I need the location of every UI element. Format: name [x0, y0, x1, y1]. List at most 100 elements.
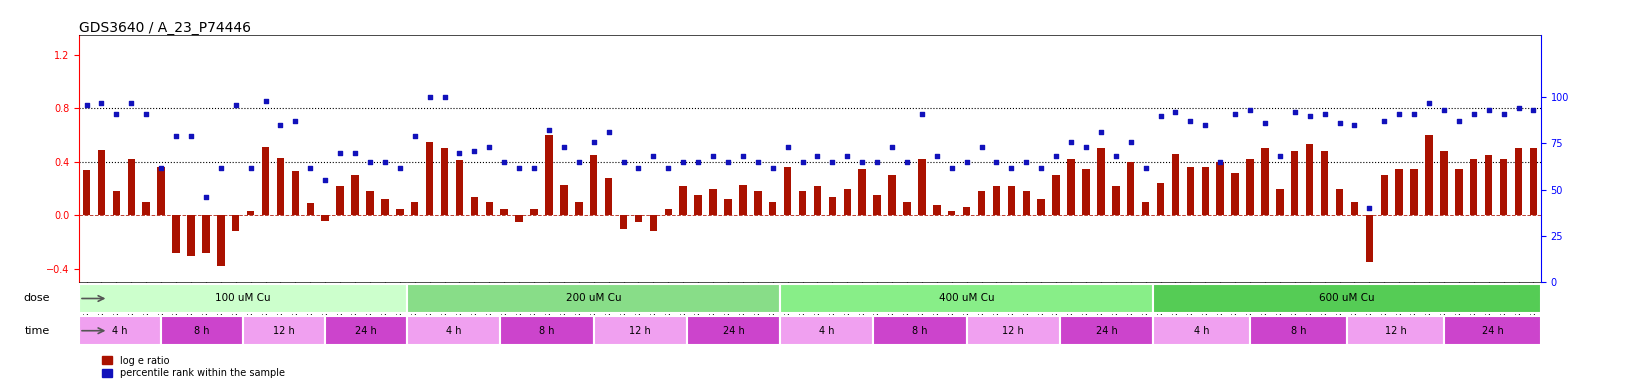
Bar — [1444, 316, 1541, 345]
Bar — [381, 199, 389, 215]
Point — [1460, 111, 1486, 117]
Text: 4 h: 4 h — [112, 326, 129, 336]
Point — [193, 194, 219, 200]
Point — [1252, 120, 1279, 126]
Point — [730, 153, 756, 159]
Point — [536, 127, 562, 134]
Bar — [560, 185, 567, 215]
Text: 100 uM Cu: 100 uM Cu — [216, 293, 270, 303]
Point — [1221, 111, 1248, 117]
Bar — [1290, 151, 1299, 215]
Bar — [1500, 159, 1508, 215]
Bar — [977, 191, 986, 215]
Point — [476, 144, 503, 150]
Point — [311, 177, 338, 184]
Bar — [1083, 169, 1089, 215]
Text: 12 h: 12 h — [630, 326, 651, 336]
Bar — [1251, 316, 1346, 345]
Point — [402, 133, 428, 139]
Point — [506, 164, 532, 170]
Text: 200 uM Cu: 200 uM Cu — [565, 293, 621, 303]
Point — [148, 164, 175, 170]
Point — [686, 159, 712, 165]
Point — [1386, 111, 1412, 117]
Text: dose: dose — [23, 293, 49, 303]
Bar — [531, 209, 537, 215]
Bar — [1351, 202, 1358, 215]
Point — [1103, 153, 1129, 159]
Point — [74, 101, 101, 108]
Point — [372, 159, 399, 165]
Bar — [873, 316, 967, 345]
Point — [1356, 205, 1383, 211]
Point — [326, 150, 353, 156]
Text: 12 h: 12 h — [1384, 326, 1406, 336]
Point — [1058, 139, 1084, 145]
Bar — [740, 185, 747, 215]
Bar — [486, 202, 493, 215]
Point — [610, 159, 636, 165]
Bar — [664, 209, 672, 215]
Point — [521, 164, 547, 170]
Bar — [162, 316, 244, 345]
Point — [297, 164, 323, 170]
Bar — [82, 170, 91, 215]
Point — [1117, 139, 1144, 145]
Point — [864, 159, 890, 165]
Bar — [501, 316, 593, 345]
Text: 8 h: 8 h — [539, 326, 555, 336]
Point — [1088, 129, 1114, 136]
Point — [1043, 153, 1070, 159]
Point — [178, 133, 204, 139]
Point — [1282, 109, 1309, 115]
Bar — [948, 211, 956, 215]
Point — [267, 122, 293, 128]
Text: 24 h: 24 h — [1482, 326, 1503, 336]
Bar — [1157, 183, 1163, 215]
Point — [356, 159, 382, 165]
Bar — [1246, 159, 1254, 215]
Bar — [1231, 172, 1239, 215]
Bar — [1068, 159, 1074, 215]
Bar — [1127, 162, 1134, 215]
Bar — [79, 316, 162, 345]
Point — [222, 101, 249, 108]
Point — [789, 159, 816, 165]
Point — [700, 153, 727, 159]
Bar — [516, 215, 522, 222]
Bar — [232, 215, 239, 232]
Bar — [1038, 199, 1045, 215]
Bar — [1022, 191, 1030, 215]
Bar — [218, 215, 224, 266]
Bar — [575, 202, 582, 215]
Point — [639, 153, 666, 159]
Bar — [962, 207, 971, 215]
Bar — [694, 195, 702, 215]
Bar — [992, 186, 1000, 215]
Point — [715, 159, 742, 165]
Point — [163, 133, 190, 139]
Point — [1341, 122, 1368, 128]
Point — [834, 153, 860, 159]
Bar — [545, 135, 552, 215]
Point — [1177, 118, 1203, 124]
Point — [671, 159, 697, 165]
Bar — [1426, 135, 1432, 215]
Point — [1505, 105, 1531, 111]
Bar — [1216, 162, 1224, 215]
Text: 4 h: 4 h — [447, 326, 461, 336]
Bar — [244, 316, 325, 345]
Point — [1327, 120, 1353, 126]
Bar — [1261, 149, 1269, 215]
Point — [878, 144, 905, 150]
Bar — [620, 215, 628, 229]
Point — [595, 129, 621, 136]
Bar — [336, 186, 344, 215]
Point — [1073, 144, 1099, 150]
Bar — [410, 202, 419, 215]
Point — [89, 99, 115, 106]
Bar — [321, 215, 330, 221]
Bar — [1320, 151, 1328, 215]
Bar — [79, 284, 407, 313]
Point — [1401, 111, 1427, 117]
